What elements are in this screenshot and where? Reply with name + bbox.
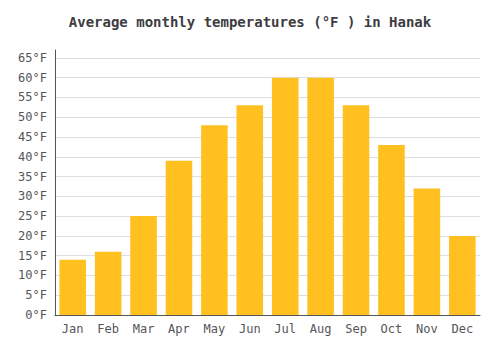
svg-text:20°F: 20°F xyxy=(18,229,47,243)
svg-text:Feb: Feb xyxy=(97,322,119,336)
svg-text:60°F: 60°F xyxy=(18,71,47,85)
svg-text:65°F: 65°F xyxy=(18,51,47,65)
svg-text:50°F: 50°F xyxy=(18,110,47,124)
svg-text:15°F: 15°F xyxy=(18,249,47,263)
svg-text:10°F: 10°F xyxy=(18,268,47,282)
svg-text:Dec: Dec xyxy=(451,322,473,336)
svg-text:May: May xyxy=(204,322,226,336)
svg-text:Jan: Jan xyxy=(62,322,84,336)
svg-text:0°F: 0°F xyxy=(25,308,47,322)
svg-text:Sep: Sep xyxy=(345,322,367,336)
svg-text:5°F: 5°F xyxy=(25,288,47,302)
svg-text:Nov: Nov xyxy=(416,322,438,336)
svg-text:40°F: 40°F xyxy=(18,150,47,164)
svg-text:55°F: 55°F xyxy=(18,90,47,104)
svg-text:45°F: 45°F xyxy=(18,130,47,144)
svg-text:Aug: Aug xyxy=(310,322,332,336)
svg-text:Jul: Jul xyxy=(274,322,296,336)
svg-text:Mar: Mar xyxy=(133,322,155,336)
svg-text:Apr: Apr xyxy=(168,322,190,336)
svg-text:35°F: 35°F xyxy=(18,170,47,184)
svg-text:Oct: Oct xyxy=(381,322,403,336)
svg-text:30°F: 30°F xyxy=(18,189,47,203)
svg-text:Jun: Jun xyxy=(239,322,261,336)
svg-text:Average monthly temperatures (: Average monthly temperatures (°F ) in Ha… xyxy=(69,14,432,30)
svg-text:25°F: 25°F xyxy=(18,209,47,223)
